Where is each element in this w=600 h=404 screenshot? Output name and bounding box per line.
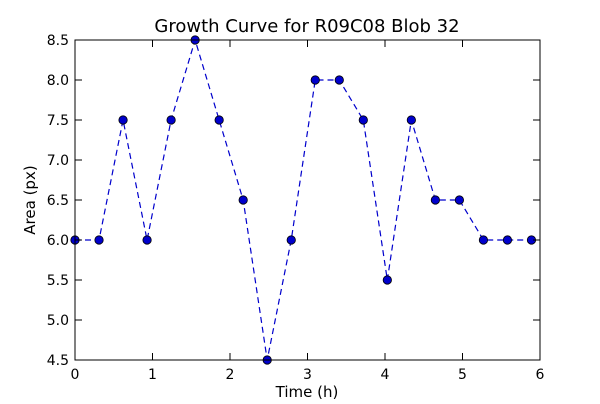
data-point (142, 235, 152, 245)
data-point (286, 235, 296, 245)
y-tick-label: 8.5 (47, 33, 69, 49)
x-tick-label: 0 (71, 367, 80, 383)
data-point (310, 75, 320, 85)
data-point (454, 195, 464, 205)
data-point (382, 275, 392, 285)
data-point (478, 235, 489, 245)
plot-frame (74, 39, 541, 361)
data-point (334, 75, 344, 85)
x-tick-label: 5 (458, 367, 467, 383)
y-tick-label: 5.0 (47, 313, 69, 329)
y-tick-label: 7.0 (47, 153, 69, 169)
x-tick-label: 1 (148, 367, 157, 383)
data-point (94, 235, 104, 245)
data-point (238, 195, 248, 205)
x-tick-label: 2 (226, 367, 235, 383)
x-axis-title: Time (h) (275, 383, 339, 400)
chart-title: Growth Curve for R09C08 Blob 32 (154, 16, 459, 37)
y-tick-label: 4.5 (47, 353, 69, 369)
axis-ticks: 0 1 2 3 4 5 6 4.5 5.0 5.5 6.0 6.5 7.0 7.5 8.0 8.5 (47, 33, 545, 383)
data-point (406, 115, 416, 125)
data-point (502, 235, 513, 245)
data-point (214, 115, 224, 125)
y-tick-label: 6.5 (47, 193, 69, 209)
x-tick-label: 3 (303, 367, 312, 383)
plot-area (70, 35, 537, 365)
data-point (166, 115, 176, 125)
data-point (430, 195, 440, 205)
y-tick-label: 7.5 (47, 113, 69, 129)
data-point (358, 115, 368, 125)
x-tick-label: 6 (536, 367, 545, 383)
y-tick-label: 6.0 (47, 233, 69, 249)
x-tick-label: 4 (381, 367, 390, 383)
y-tick-label: 8.0 (47, 73, 69, 89)
y-tick-label: 5.5 (47, 273, 69, 289)
data-point (118, 115, 128, 125)
y-axis-title: Area (px) (21, 165, 39, 234)
